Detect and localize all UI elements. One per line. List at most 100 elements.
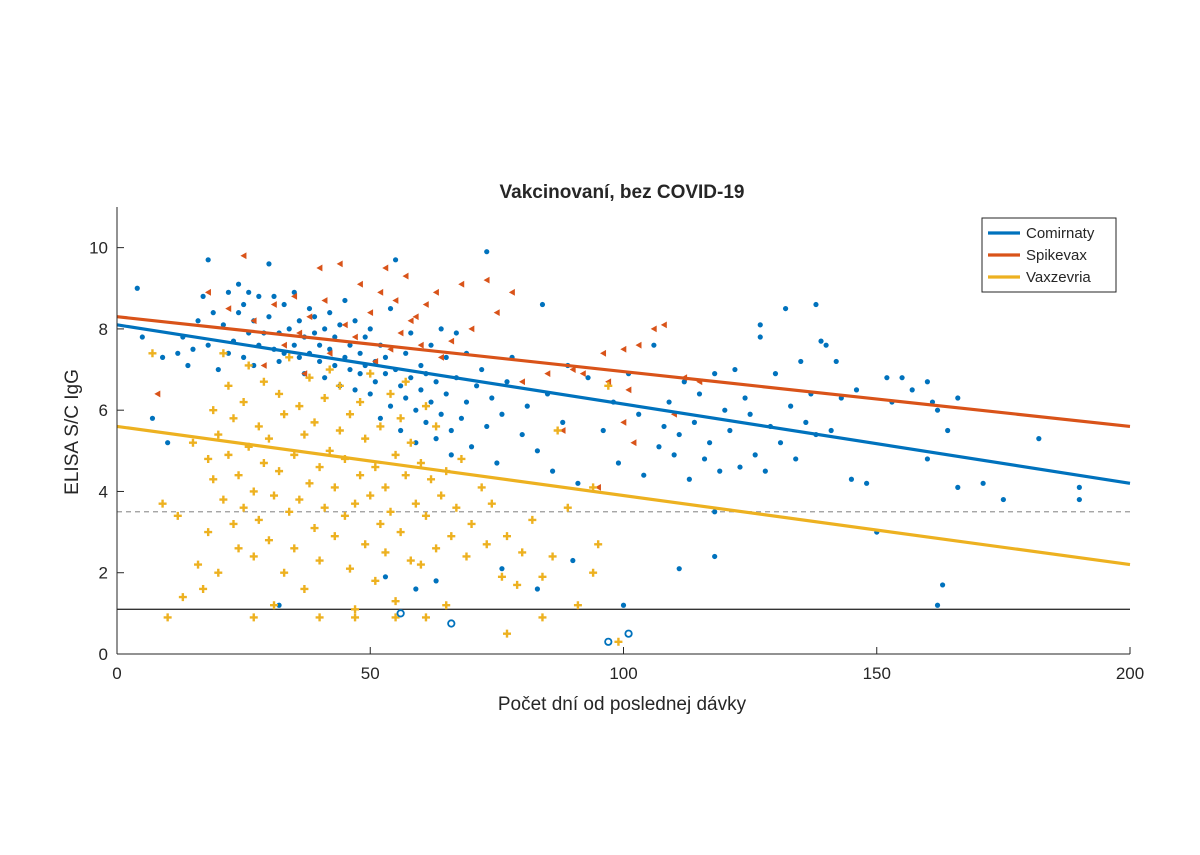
data-point	[813, 301, 819, 308]
data-point	[340, 511, 349, 520]
data-point	[650, 325, 657, 333]
data-point	[924, 456, 931, 462]
data-point	[421, 613, 430, 622]
data-point	[280, 410, 289, 419]
data-point	[484, 249, 490, 255]
data-point	[270, 301, 277, 308]
data-point	[301, 370, 308, 378]
data-point	[569, 366, 576, 373]
data-point	[361, 434, 370, 443]
legend-label: Comirnaty	[1026, 225, 1095, 242]
data-point	[325, 446, 334, 455]
data-point	[271, 293, 277, 299]
data-point	[276, 358, 282, 365]
data-point	[494, 460, 500, 466]
data-point	[884, 375, 890, 381]
data-point	[453, 330, 459, 336]
data-point	[367, 309, 374, 317]
data-point	[296, 329, 303, 337]
data-point	[387, 305, 394, 312]
data-point	[341, 321, 348, 329]
data-point	[686, 476, 692, 482]
x-tick-label: 50	[361, 664, 380, 683]
data-point	[205, 257, 211, 263]
data-point	[214, 430, 223, 439]
data-point	[432, 288, 439, 296]
data-point	[249, 613, 258, 622]
data-point	[259, 459, 268, 468]
data-point	[1076, 496, 1082, 503]
series-points-3	[396, 609, 633, 646]
data-point	[275, 389, 284, 398]
data-point	[386, 389, 395, 398]
data-point	[782, 305, 789, 312]
y-tick-label: 2	[99, 564, 108, 583]
data-point	[519, 378, 525, 386]
data-point	[315, 463, 324, 472]
data-point	[397, 329, 404, 337]
data-point	[321, 297, 328, 304]
legend-label: Vaxzevria	[1026, 269, 1091, 286]
data-point	[401, 377, 410, 386]
data-point	[630, 439, 637, 447]
data-point	[458, 415, 465, 421]
data-point	[696, 391, 703, 397]
data-point	[553, 426, 562, 435]
data-point	[310, 418, 319, 427]
data-point	[742, 395, 748, 401]
trend-line-1	[116, 315, 1131, 429]
data-point	[229, 414, 238, 423]
data-point	[276, 602, 282, 608]
data-point	[560, 419, 566, 425]
data-point	[585, 375, 591, 381]
data-point	[712, 553, 718, 560]
data-point	[234, 544, 243, 553]
data-point	[300, 584, 309, 593]
x-tick-label: 150	[863, 664, 891, 683]
data-point	[175, 350, 181, 356]
data-point	[322, 375, 328, 381]
data-point	[254, 515, 263, 524]
data-point	[666, 399, 672, 405]
data-point	[538, 572, 547, 581]
data-point	[386, 507, 395, 516]
data-point	[188, 438, 197, 447]
y-tick-label: 4	[99, 482, 108, 501]
data-point	[342, 354, 348, 360]
x-tick-label: 100	[609, 664, 637, 683]
data-point	[411, 499, 420, 508]
x-tick-label: 0	[112, 664, 121, 683]
data-point	[499, 411, 505, 417]
data-point	[219, 495, 228, 504]
data-point	[620, 602, 627, 608]
data-point	[285, 353, 294, 362]
data-point	[377, 415, 383, 421]
data-point	[396, 528, 405, 537]
data-point	[1036, 436, 1042, 442]
y-axis-title: ELISA S/C IgG	[62, 369, 83, 495]
data-point	[250, 317, 257, 325]
data-point	[458, 280, 465, 288]
data-point	[563, 503, 572, 512]
data-point	[955, 395, 961, 401]
data-point	[325, 365, 334, 374]
data-point	[416, 560, 425, 569]
data-point	[438, 326, 444, 332]
data-point	[777, 440, 784, 446]
data-point	[356, 471, 365, 480]
data-point	[239, 398, 248, 407]
data-point	[398, 427, 404, 434]
data-point	[320, 393, 329, 402]
data-point	[570, 557, 576, 564]
data-point	[504, 379, 510, 385]
data-point	[939, 582, 946, 588]
data-point	[259, 377, 268, 386]
data-point	[717, 468, 723, 474]
data-point	[392, 297, 399, 304]
data-point	[381, 483, 390, 492]
trend-line-2	[116, 424, 1131, 567]
data-point	[275, 467, 284, 476]
data-point	[614, 637, 623, 646]
